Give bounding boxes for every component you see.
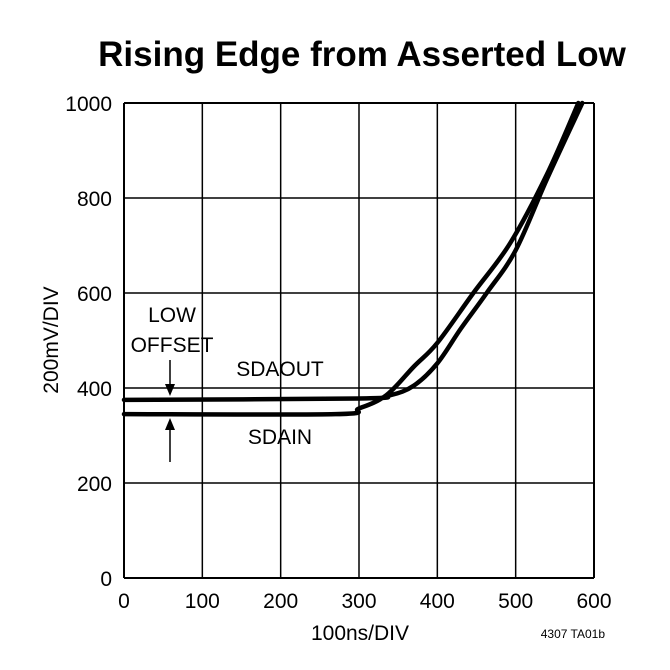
x-tick-label: 200: [263, 590, 298, 613]
x-tick-label: 400: [420, 590, 455, 613]
x-tick-label: 600: [576, 590, 611, 613]
series-line-sdaout: [121, 100, 585, 403]
offset-arrow-down-icon: [165, 360, 175, 396]
y-axis-label: 200mV/DIV: [40, 286, 63, 393]
y-tick-label: 600: [77, 283, 112, 306]
y-tick-label: 200: [77, 473, 112, 496]
y-tick-label: 800: [77, 188, 112, 211]
x-axis-label: 100ns/DIV: [311, 622, 409, 645]
series-label-sdain: SDAIN: [248, 426, 312, 449]
y-tick-label: 400: [77, 378, 112, 401]
y-tick-label: 0: [100, 568, 112, 591]
x-tick-label: 100: [185, 590, 220, 613]
x-tick-label: 500: [498, 590, 533, 613]
series-line-sdain: [121, 100, 581, 417]
y-tick-label: 1000: [65, 93, 112, 116]
annotation-low: LOW: [148, 304, 196, 327]
chart-title: Rising Edge from Asserted Low: [98, 35, 626, 74]
offset-arrow-up-icon: [165, 418, 175, 462]
x-tick-label: 0: [118, 590, 130, 613]
annotation-offset: OFFSET: [131, 334, 214, 357]
x-tick-label: 300: [341, 590, 376, 613]
footnote: 4307 TA01b: [541, 627, 606, 641]
series-label-sdaout: SDAOUT: [236, 358, 324, 381]
